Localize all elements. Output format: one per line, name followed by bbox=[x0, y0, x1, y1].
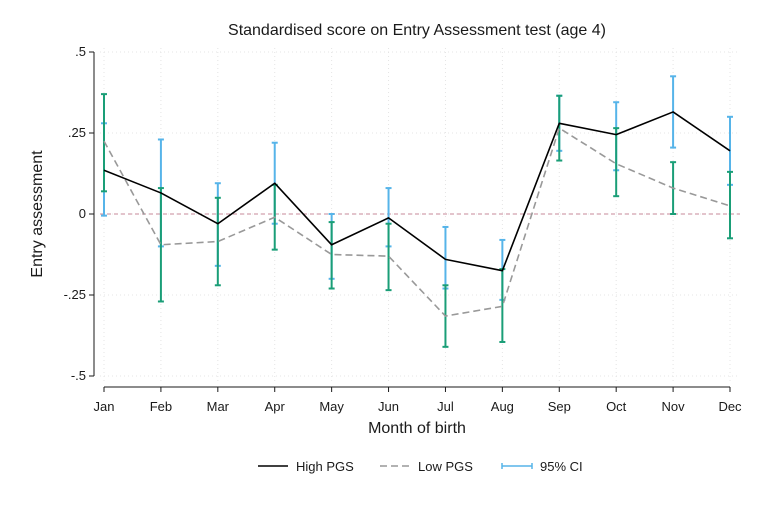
plot-area: .5 .25 0 -.25 -.5 Jan Feb Mar Apr May Jun Jul Aug Sep… bbox=[64, 44, 742, 414]
legend-item: 95% CI bbox=[501, 459, 583, 474]
y-tick-label: -.5 bbox=[71, 368, 86, 383]
x-tick-label: Jan bbox=[94, 399, 115, 414]
x-tick-label: Jul bbox=[437, 399, 454, 414]
x-tick-label: Feb bbox=[150, 399, 172, 414]
x-axis-title: Month of birth bbox=[368, 420, 466, 437]
legend-label: Low PGS bbox=[418, 459, 473, 474]
series-line-low-pgs bbox=[103, 127, 731, 317]
x-tick-label: Sep bbox=[548, 399, 571, 414]
x-tick-label: Aug bbox=[491, 399, 514, 414]
legend-item: Low PGS bbox=[380, 459, 473, 474]
chart-title: Standardised score on Entry Assessment t… bbox=[228, 22, 606, 39]
x-tick-label: Oct bbox=[606, 399, 627, 414]
legend-label: 95% CI bbox=[540, 459, 583, 474]
x-tick-label: May bbox=[319, 399, 344, 414]
x-tick-label: Apr bbox=[265, 399, 286, 414]
y-axis-title: Entry assessment bbox=[29, 150, 46, 278]
x-tick-label: Mar bbox=[207, 399, 230, 414]
legend-item: High PGS bbox=[258, 459, 354, 474]
y-tick-label: 0 bbox=[79, 206, 86, 221]
x-tick-label: Nov bbox=[662, 399, 686, 414]
legend-label: High PGS bbox=[296, 459, 354, 474]
x-tick-label: Jun bbox=[378, 399, 399, 414]
y-tick-label: .5 bbox=[75, 44, 86, 59]
y-tick-label: -.25 bbox=[64, 287, 86, 302]
series-line-high-pgs bbox=[103, 111, 731, 272]
y-tick-label: .25 bbox=[68, 125, 86, 140]
legend: High PGS Low PGS 95% CI bbox=[258, 459, 583, 474]
x-tick-label: Dec bbox=[718, 399, 742, 414]
